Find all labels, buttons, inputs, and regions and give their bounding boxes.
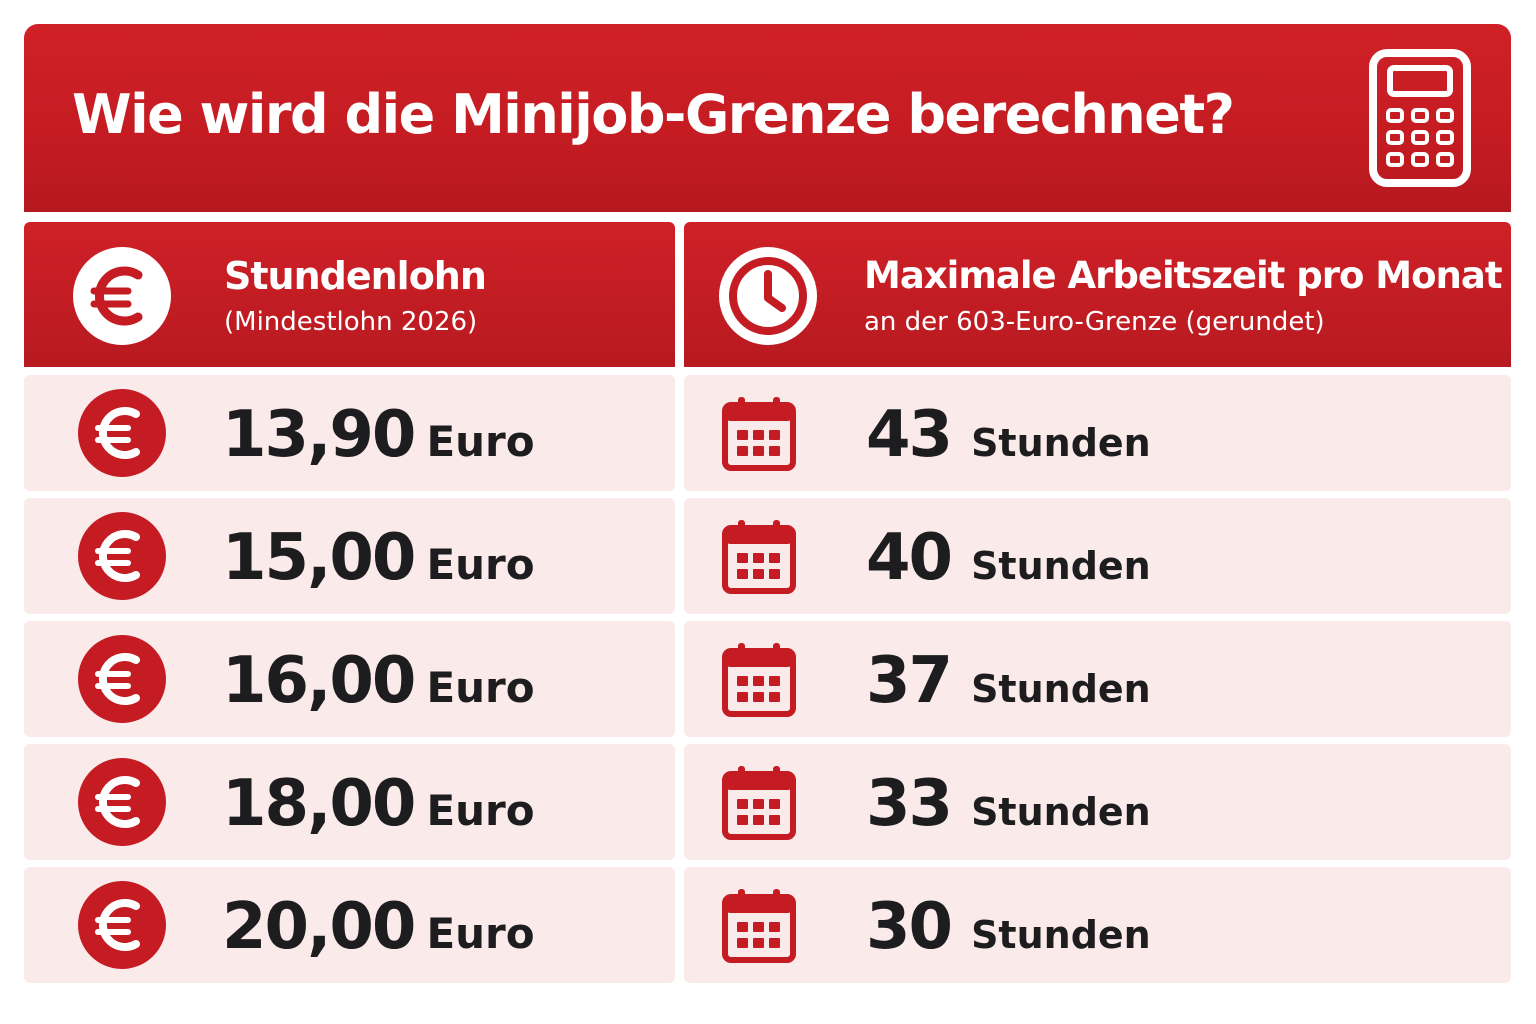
column-header-hours: Maximale Arbeitszeit pro Monat an der 60…: [684, 222, 1511, 367]
hours-value: 30 Stunden: [866, 889, 1151, 981]
column-subtitle-wage: (Mindestlohn 2026): [224, 307, 478, 337]
hours-number: 37: [866, 644, 953, 718]
wage-unit: Euro: [426, 540, 535, 589]
hours-unit: Stunden: [971, 544, 1151, 588]
table-row-wage: 13,90 Euro: [24, 375, 675, 491]
column-header-wage: Stundenlohn (Mindestlohn 2026): [24, 222, 675, 367]
euro-icon: [78, 881, 166, 969]
calendar-icon: [722, 397, 796, 471]
hours-number: 30: [866, 890, 953, 964]
hours-unit: Stunden: [971, 790, 1151, 834]
table-row-wage: 20,00 Euro: [24, 867, 675, 983]
wage-value: 13,90 Euro: [222, 397, 535, 489]
calendar-icon: [722, 643, 796, 717]
wage-number: 15,00: [222, 521, 416, 595]
wage-number: 20,00: [222, 890, 416, 964]
hours-value: 43 Stunden: [866, 397, 1151, 489]
euro-icon: [78, 635, 166, 723]
wage-value: 15,00 Euro: [222, 520, 535, 612]
wage-value: 20,00 Euro: [222, 889, 535, 981]
hours-value: 40 Stunden: [866, 520, 1151, 612]
table-row-hours: 40 Stunden: [684, 498, 1511, 614]
wage-number: 13,90: [222, 398, 416, 472]
page-title: Wie wird die Minijob-Grenze berechnet?: [72, 83, 1235, 146]
hours-value: 37 Stunden: [866, 643, 1151, 735]
wage-unit: Euro: [426, 663, 535, 712]
wage-unit: Euro: [426, 417, 535, 466]
column-title-hours: Maximale Arbeitszeit pro Monat: [864, 254, 1503, 297]
table-row-hours: 33 Stunden: [684, 744, 1511, 860]
wage-number: 18,00: [222, 767, 416, 841]
hours-number: 43: [866, 398, 953, 472]
hours-unit: Stunden: [971, 667, 1151, 711]
wage-value: 16,00 Euro: [222, 643, 535, 735]
hours-number: 40: [866, 521, 953, 595]
wage-unit: Euro: [426, 909, 535, 958]
hours-unit: Stunden: [971, 421, 1151, 465]
clock-icon: [719, 247, 817, 345]
hours-number: 33: [866, 767, 953, 841]
euro-icon: [78, 758, 166, 846]
calendar-icon: [722, 766, 796, 840]
euro-icon: [78, 512, 166, 600]
euro-icon: [78, 389, 166, 477]
calculator-icon: [1369, 49, 1471, 187]
table-row-wage: 15,00 Euro: [24, 498, 675, 614]
hours-value: 33 Stunden: [866, 766, 1151, 858]
wage-number: 16,00: [222, 644, 416, 718]
table-row-hours: 37 Stunden: [684, 621, 1511, 737]
calendar-icon: [722, 520, 796, 594]
table-row-hours: 30 Stunden: [684, 867, 1511, 983]
hours-unit: Stunden: [971, 913, 1151, 957]
column-title-wage: Stundenlohn: [224, 254, 487, 298]
column-subtitle-hours: an der 603-Euro-Grenze (gerundet): [864, 307, 1325, 337]
calendar-icon: [722, 889, 796, 963]
title-banner: Wie wird die Minijob-Grenze berechnet?: [24, 24, 1511, 212]
table-row-hours: 43 Stunden: [684, 375, 1511, 491]
table-row-wage: 18,00 Euro: [24, 744, 675, 860]
wage-unit: Euro: [426, 786, 535, 835]
euro-icon: [73, 247, 171, 345]
wage-value: 18,00 Euro: [222, 766, 535, 858]
table-row-wage: 16,00 Euro: [24, 621, 675, 737]
